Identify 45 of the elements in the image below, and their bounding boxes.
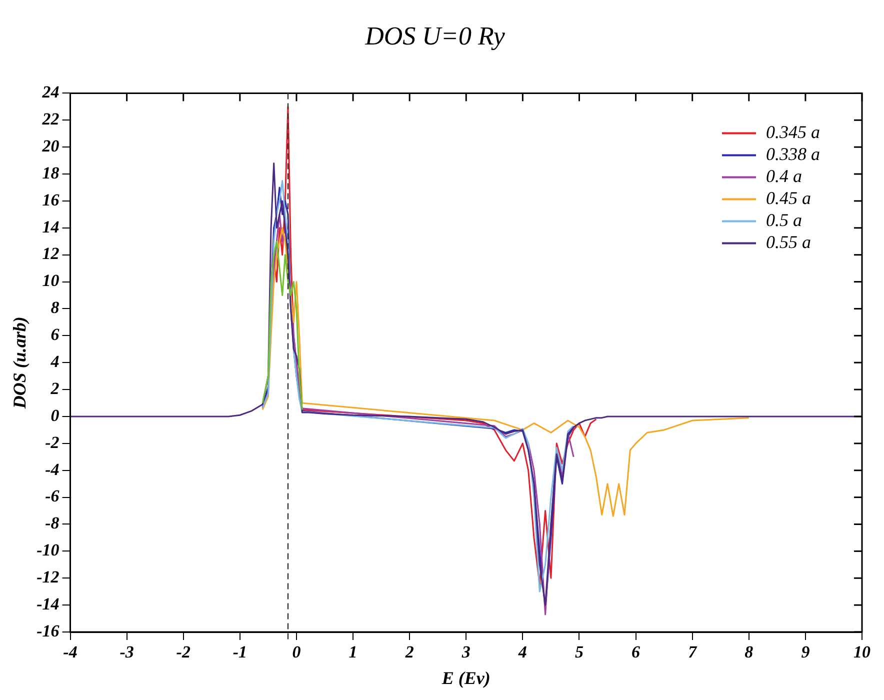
y-tick-label: 6 — [50, 325, 60, 344]
legend-label: 0.345 a — [766, 122, 820, 142]
x-tick-label: 9 — [801, 642, 810, 662]
y-tick-label: 8 — [50, 298, 60, 318]
legend-label: 0.338 a — [766, 144, 820, 164]
x-tick-label: 0 — [292, 642, 302, 662]
y-tick-label: -10 — [36, 540, 60, 560]
legend-label: 0.4 a — [766, 166, 802, 186]
x-tick-label: 8 — [744, 642, 754, 662]
y-tick-label: -16 — [36, 621, 60, 640]
legend-label: 0.5 a — [766, 210, 802, 230]
y-tick-label: 14 — [42, 217, 60, 236]
y-tick-label: -12 — [36, 568, 60, 587]
x-axis-title: E (Ev) — [440, 668, 490, 688]
y-tick-label: -2 — [45, 432, 60, 452]
x-tick-label: -3 — [120, 642, 134, 662]
x-tick-label: 3 — [460, 642, 471, 662]
x-tick-label: -1 — [232, 642, 248, 662]
y-tick-label: 18 — [42, 163, 60, 182]
legend-label: 0.55 a — [766, 232, 811, 252]
y-tick-label: 24 — [41, 82, 60, 102]
y-tick-label: 12 — [42, 244, 60, 264]
y-tick-label: -14 — [36, 594, 60, 614]
y-tick-label: 10 — [42, 271, 60, 290]
y-tick-label: 22 — [41, 110, 60, 129]
chart-title: DOS U=0 Ry — [364, 21, 506, 50]
y-tick-label: 4 — [50, 352, 60, 371]
x-tick-label: 2 — [404, 642, 414, 662]
x-tick-label: 4 — [517, 642, 527, 662]
y-tick-label: -8 — [45, 514, 60, 533]
y-tick-label: -6 — [45, 486, 60, 506]
x-tick-label: 10 — [854, 642, 871, 662]
y-tick-label: -4 — [45, 460, 60, 479]
y-axis-title: DOS (u.arb) — [9, 316, 30, 410]
x-tick-label: 1 — [348, 642, 358, 662]
x-tick-label: 6 — [632, 642, 641, 662]
y-tick-label: 20 — [41, 136, 60, 156]
x-tick-label: -2 — [176, 642, 191, 662]
x-tick-label: 5 — [574, 642, 584, 662]
y-tick-label: 2 — [50, 378, 60, 398]
y-tick-label: 0 — [50, 406, 60, 425]
y-tick-label: 16 — [42, 190, 60, 210]
x-tick-label: 7 — [688, 642, 698, 662]
x-tick-label: -4 — [63, 642, 78, 662]
legend-label: 0.45 a — [766, 188, 811, 208]
